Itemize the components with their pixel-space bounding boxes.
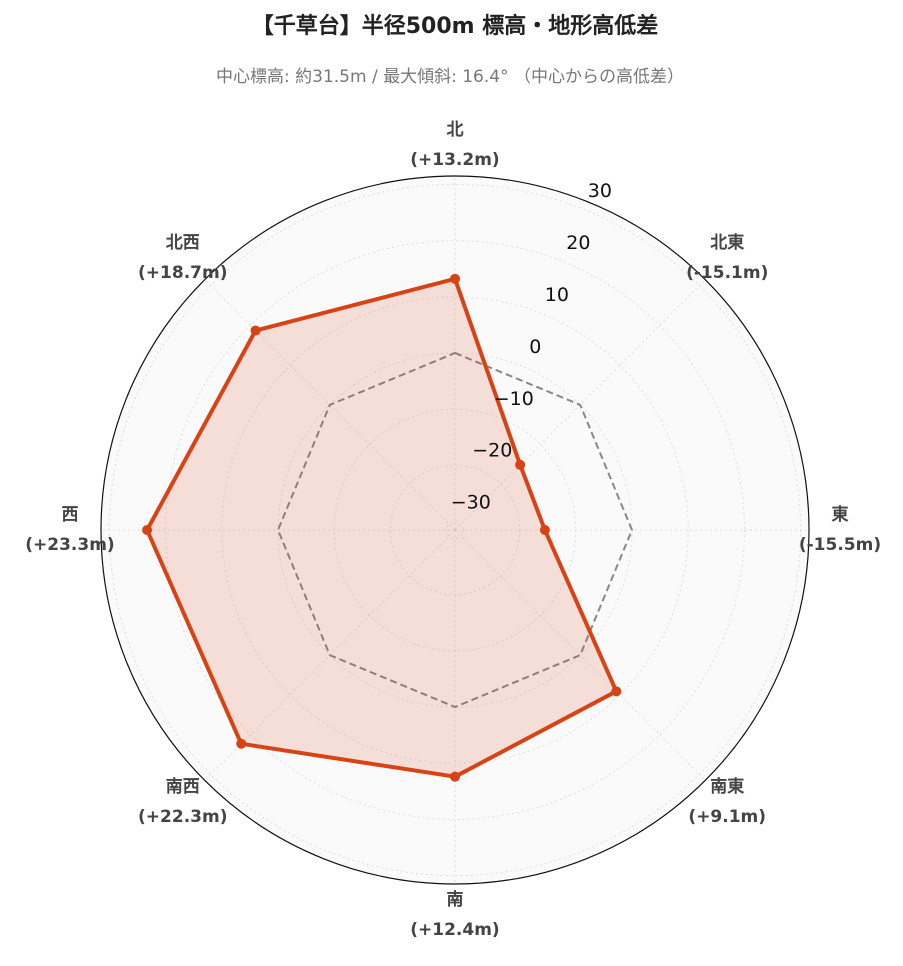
r-tick-label: −20 <box>472 440 512 462</box>
category-label: 南 <box>447 889 464 910</box>
r-tick-label: 10 <box>545 284 569 306</box>
category-label: 南西 <box>166 776 200 797</box>
grid-circle <box>221 296 689 764</box>
r-tick-label: −30 <box>451 492 491 514</box>
point <box>539 525 550 535</box>
category-label: 東 <box>832 504 849 525</box>
value-label: (+23.3m) <box>25 535 114 555</box>
r-tick-label: 20 <box>566 232 590 254</box>
grid-circle <box>389 464 521 596</box>
value-label: (+18.7m) <box>138 263 227 283</box>
point <box>515 459 526 470</box>
chart-subtitle: 中心標高: 約31.5m / 最大傾斜: 16.4° （中心からの高低差） <box>216 67 684 87</box>
point <box>450 273 460 284</box>
value-label: (+12.4m) <box>410 920 499 940</box>
r-tick-label: −10 <box>494 388 534 410</box>
zero-line <box>276 351 634 709</box>
value-label: (+22.3m) <box>138 807 227 827</box>
value-label: (+9.1m) <box>688 807 766 827</box>
category-label: 北 <box>447 120 464 140</box>
grid-circle <box>165 240 745 820</box>
category-label: 西 <box>62 505 79 525</box>
value-label: (-15.1m) <box>686 263 768 283</box>
area <box>147 278 617 777</box>
point <box>250 325 261 336</box>
grid-circle <box>446 521 464 539</box>
r-tick-label: 30 <box>588 180 612 202</box>
category-label: 北西 <box>166 233 200 253</box>
category-label: 南東 <box>710 776 744 797</box>
grid-spoke <box>454 529 706 781</box>
chart-title: 【千草台】半径500m 標高・地形高低差 <box>252 13 659 39</box>
value-label: (-15.5m) <box>799 535 881 555</box>
r-tick-label: 0 <box>529 336 541 358</box>
point <box>142 525 153 535</box>
value-label: (+13.2m) <box>410 150 499 170</box>
point <box>236 738 247 749</box>
point <box>450 771 460 782</box>
category-label: 北東 <box>710 232 744 253</box>
outer-frame <box>100 175 810 885</box>
point <box>611 686 622 697</box>
